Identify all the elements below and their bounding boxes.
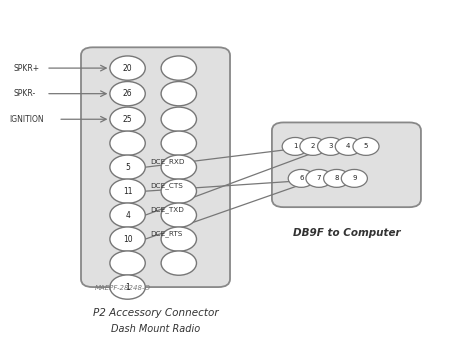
Circle shape bbox=[110, 227, 145, 251]
Text: 3: 3 bbox=[328, 143, 333, 149]
Text: 26: 26 bbox=[123, 89, 132, 98]
Text: SPKR+: SPKR+ bbox=[13, 64, 40, 73]
Circle shape bbox=[110, 179, 145, 203]
Text: 5: 5 bbox=[364, 143, 368, 149]
Circle shape bbox=[110, 155, 145, 179]
Circle shape bbox=[282, 138, 308, 155]
Text: DCE_RXD: DCE_RXD bbox=[150, 158, 184, 165]
Text: P2 Accessory Connector: P2 Accessory Connector bbox=[93, 308, 219, 318]
Circle shape bbox=[161, 56, 197, 80]
Text: 1: 1 bbox=[293, 143, 298, 149]
Text: 5: 5 bbox=[125, 163, 130, 172]
Text: 11: 11 bbox=[123, 187, 132, 196]
Circle shape bbox=[161, 131, 197, 155]
Circle shape bbox=[110, 107, 145, 131]
Text: 1: 1 bbox=[125, 283, 130, 292]
FancyBboxPatch shape bbox=[272, 122, 421, 207]
Circle shape bbox=[161, 227, 197, 251]
Circle shape bbox=[110, 203, 145, 227]
Text: DCE_CTS: DCE_CTS bbox=[150, 182, 183, 189]
FancyBboxPatch shape bbox=[81, 47, 230, 287]
Text: DB9F to Computer: DB9F to Computer bbox=[292, 228, 400, 238]
Circle shape bbox=[300, 138, 326, 155]
Circle shape bbox=[110, 56, 145, 80]
Text: 2: 2 bbox=[311, 143, 315, 149]
Circle shape bbox=[324, 169, 350, 187]
Circle shape bbox=[306, 169, 332, 187]
Circle shape bbox=[110, 81, 145, 106]
Circle shape bbox=[110, 275, 145, 299]
Text: 4: 4 bbox=[125, 211, 130, 220]
Circle shape bbox=[161, 251, 197, 275]
Circle shape bbox=[161, 155, 197, 179]
Text: Dash Mount Radio: Dash Mount Radio bbox=[111, 324, 200, 334]
Text: IGNITION: IGNITION bbox=[9, 115, 44, 124]
Circle shape bbox=[335, 138, 361, 155]
Circle shape bbox=[318, 138, 344, 155]
Text: 4: 4 bbox=[346, 143, 350, 149]
Text: DCE_TXD: DCE_TXD bbox=[150, 206, 184, 213]
Text: MAEPF-28248-O: MAEPF-28248-O bbox=[95, 286, 151, 291]
Circle shape bbox=[341, 169, 367, 187]
Circle shape bbox=[288, 169, 314, 187]
Text: 6: 6 bbox=[299, 175, 303, 182]
Text: DCE_RTS: DCE_RTS bbox=[150, 230, 182, 237]
Text: 25: 25 bbox=[123, 115, 132, 124]
Circle shape bbox=[161, 179, 197, 203]
Circle shape bbox=[353, 138, 379, 155]
Text: 20: 20 bbox=[123, 64, 132, 73]
Text: 8: 8 bbox=[334, 175, 339, 182]
Circle shape bbox=[110, 131, 145, 155]
Circle shape bbox=[110, 251, 145, 275]
Circle shape bbox=[161, 107, 197, 131]
Circle shape bbox=[161, 81, 197, 106]
Text: SPKR-: SPKR- bbox=[13, 89, 36, 98]
Circle shape bbox=[161, 203, 197, 227]
Text: 7: 7 bbox=[317, 175, 321, 182]
Text: 9: 9 bbox=[352, 175, 356, 182]
Text: 10: 10 bbox=[123, 235, 132, 244]
